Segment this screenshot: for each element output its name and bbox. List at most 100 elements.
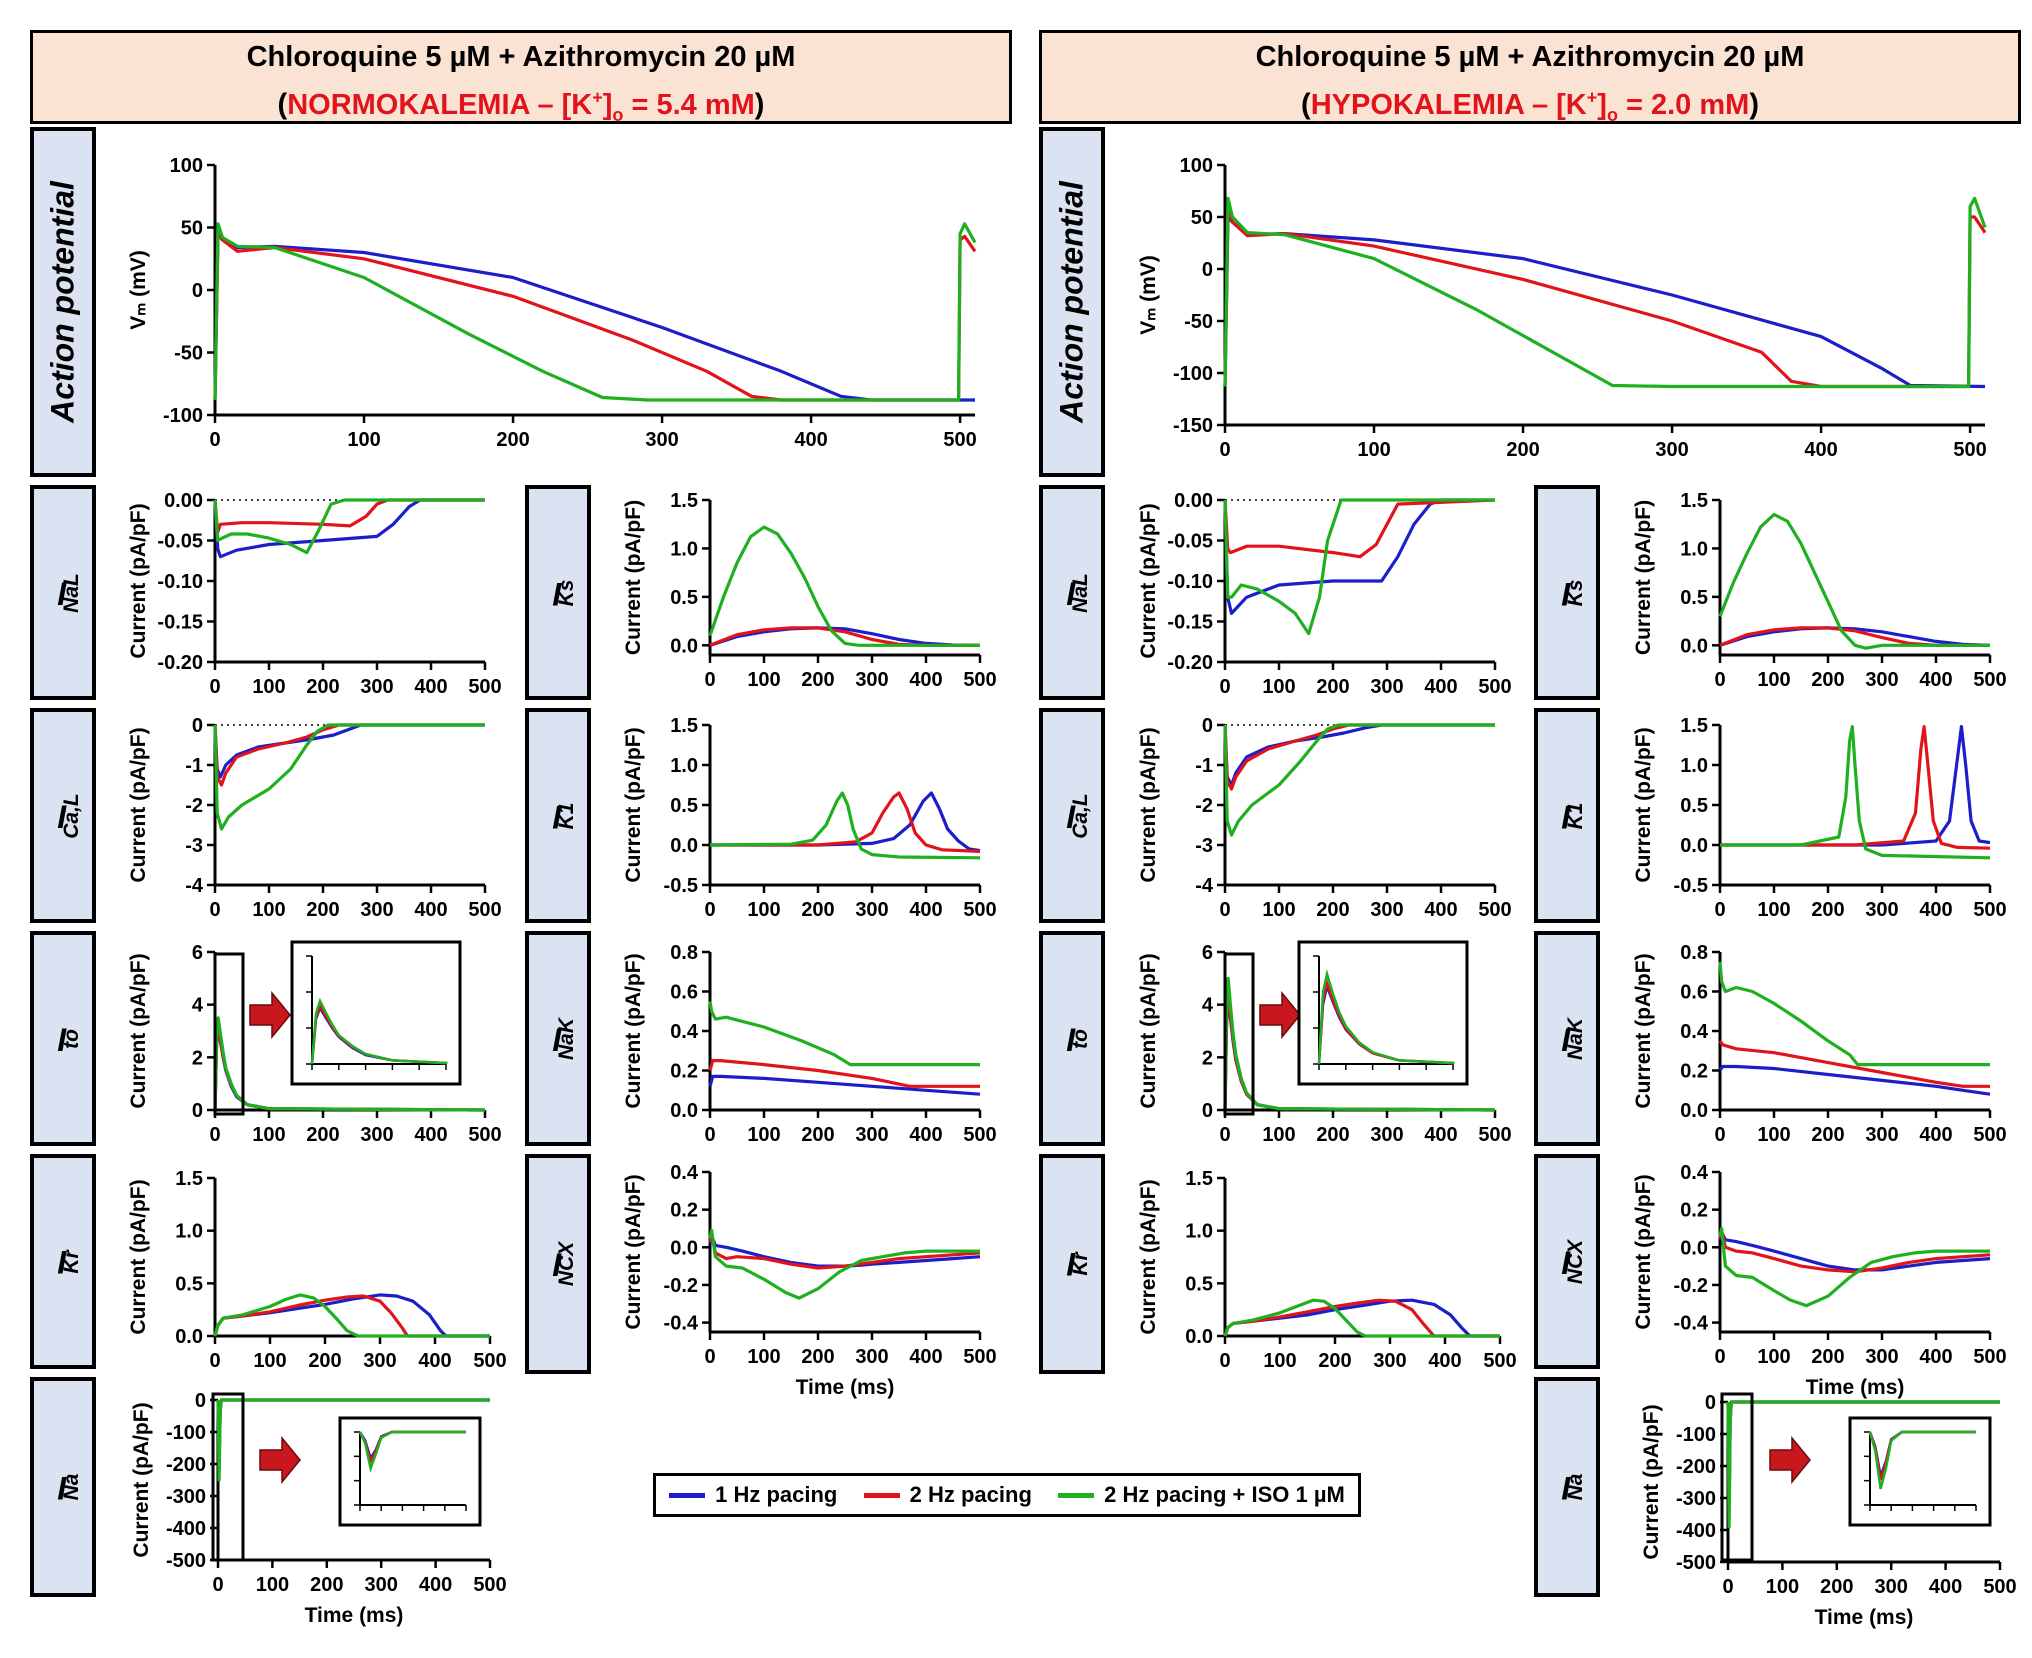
x-tick-label: 200 (306, 676, 339, 698)
y-tick-label: 0.6 (1680, 982, 1708, 1004)
y-tick-label: 0 (195, 1390, 206, 1412)
y-tick-label: 1.5 (670, 490, 698, 512)
y-tick-label: 0 (1705, 1392, 1716, 1414)
arrow-right-icon (249, 990, 291, 1040)
x-tick-label: 500 (1478, 899, 1511, 921)
x-tick-label: 400 (419, 1574, 452, 1596)
x-tick-label: 100 (347, 429, 380, 451)
x-tick-label: 200 (496, 429, 529, 451)
zoom-region-box (213, 952, 245, 1116)
x-tick-label: 200 (1316, 899, 1349, 921)
y-tick-label: 0.4 (1680, 1021, 1709, 1043)
y-tick-label: 2 (1202, 1047, 1213, 1069)
y-tick-label: 0.0 (670, 1237, 698, 1259)
x-tick-label: 0 (1714, 1124, 1725, 1146)
arrow-right-icon (1259, 990, 1301, 1040)
y-tick-label: 1.0 (1185, 1221, 1213, 1243)
y-tick-label: 1.0 (175, 1221, 203, 1243)
y-axis-label: Current (pA/pF) (1632, 727, 1655, 882)
y-tick-label: 6 (1202, 942, 1213, 964)
y-tick-label: -0.2 (1674, 1275, 1708, 1297)
x-tick-label: 200 (1316, 676, 1349, 698)
row-label-iks-normo: I Ks (525, 485, 591, 700)
x-tick-label: 0 (1714, 899, 1725, 921)
y-tick-label: 0 (1202, 715, 1213, 737)
x-tick-label: 0 (704, 1346, 715, 1368)
series-line-2-hz-pacing-iso-1-m (1223, 723, 1495, 837)
series-line-2-hz-pacing (708, 1232, 981, 1270)
y-tick-label: -0.20 (1167, 652, 1213, 674)
y-tick-label: 0.0 (1680, 1237, 1708, 1259)
x-tick-label: 0 (704, 899, 715, 921)
row-label-ikr-hypo: I Kr (1039, 1154, 1105, 1374)
series-line-2-hz-pacing-iso-1-m (213, 222, 977, 402)
x-tick-label: 300 (855, 899, 888, 921)
y-tick-label: -0.10 (1167, 571, 1213, 593)
series-line-2-hz-pacing (213, 232, 977, 402)
x-tick-label: 300 (855, 669, 888, 691)
x-tick-label: 500 (963, 1124, 996, 1146)
zoom-region-box (1720, 1392, 1754, 1562)
series-line-2-hz-pacing (708, 1058, 980, 1088)
x-tick-label: 400 (1804, 439, 1837, 461)
x-tick-label: 200 (306, 1124, 339, 1146)
x-tick-label: 300 (1370, 899, 1403, 921)
y-axis-label: Current (pA/pF) (622, 1174, 645, 1329)
x-tick-label: 0 (209, 1124, 220, 1146)
chart-panel-inal_h: 0.00 -0.05 -0.10 -0.15 -0.20 0 100 200 300 400 500… (1137, 490, 1512, 698)
y-axis-label: Vₘ (mV) (127, 250, 150, 330)
series-line-1-hz-pacing (1718, 1230, 1991, 1272)
x-axis-label: Time (ms) (1806, 1376, 1905, 1399)
y-tick-label: 0.8 (1680, 942, 1708, 964)
y-tick-label: 1.5 (1680, 715, 1708, 737)
x-axis-label: Time (ms) (1815, 1606, 1914, 1629)
x-tick-label: 400 (1919, 669, 1952, 691)
y-tick-label: -2 (1195, 795, 1213, 817)
y-tick-label: -1 (1195, 755, 1213, 777)
series-line-1-hz-pacing (213, 498, 485, 559)
chart-panel-inak_h: 0.8 0.6 0.4 0.2 0.0 0 100 200 300 400 500 Current (… (1632, 942, 2007, 1146)
x-tick-label: 300 (1865, 1346, 1898, 1368)
y-tick-label: 0.0 (1680, 1100, 1708, 1122)
y-axis-label: Current (pA/pF) (1137, 727, 1160, 882)
x-tick-label: 100 (1357, 439, 1390, 461)
series-line-1-hz-pacing (710, 791, 981, 853)
y-tick-label: -0.10 (157, 571, 203, 593)
x-tick-label: 400 (1919, 1346, 1952, 1368)
x-tick-label: 200 (1506, 439, 1539, 461)
inset-series-line (310, 997, 448, 1065)
chart-panel-inal_n: 0.00 -0.05 -0.10 -0.15 -0.20 0 100 200 300 400 500… (127, 490, 502, 698)
x-tick-label: 500 (1973, 1346, 2006, 1368)
legend-item-1hz: 1 Hz pacing (669, 1482, 837, 1508)
x-tick-label: 0 (1714, 1346, 1725, 1368)
y-tick-label: 6 (192, 942, 203, 964)
x-tick-label: 500 (1478, 1124, 1511, 1146)
chart-panel-iks_h: 1.5 1.0 0.5 0.0 0 100 200 300 400 500 Current (pA/… (1632, 490, 2007, 691)
x-tick-label: 0 (1219, 676, 1230, 698)
row-label-incx-normo: I NCX (525, 1154, 591, 1374)
series-line-1-hz-pacing (708, 1234, 981, 1268)
x-tick-label: 0 (1219, 899, 1230, 921)
x-tick-label: 300 (1865, 1124, 1898, 1146)
x-tick-label: 200 (801, 1124, 834, 1146)
row-label-ina-normo: I Na (30, 1377, 96, 1597)
x-tick-label: 300 (363, 1350, 396, 1372)
y-tick-label: -0.4 (664, 1313, 699, 1335)
x-tick-label: 0 (209, 429, 220, 451)
x-tick-label: 500 (963, 1346, 996, 1368)
y-axis-label: Current (pA/pF) (622, 953, 645, 1108)
x-tick-label: 400 (909, 1124, 942, 1146)
x-tick-label: 200 (1811, 899, 1844, 921)
y-tick-label: -50 (174, 343, 203, 365)
series-line-2-hz-pacing-iso-1-m (708, 1001, 980, 1067)
x-tick-label: 500 (1973, 1124, 2006, 1146)
y-tick-label: -400 (1676, 1520, 1716, 1542)
x-tick-label: 400 (1919, 899, 1952, 921)
series-line-2-hz-pacing (1720, 724, 1991, 850)
y-tick-label: -500 (1676, 1552, 1716, 1574)
x-tick-label: 100 (747, 899, 780, 921)
